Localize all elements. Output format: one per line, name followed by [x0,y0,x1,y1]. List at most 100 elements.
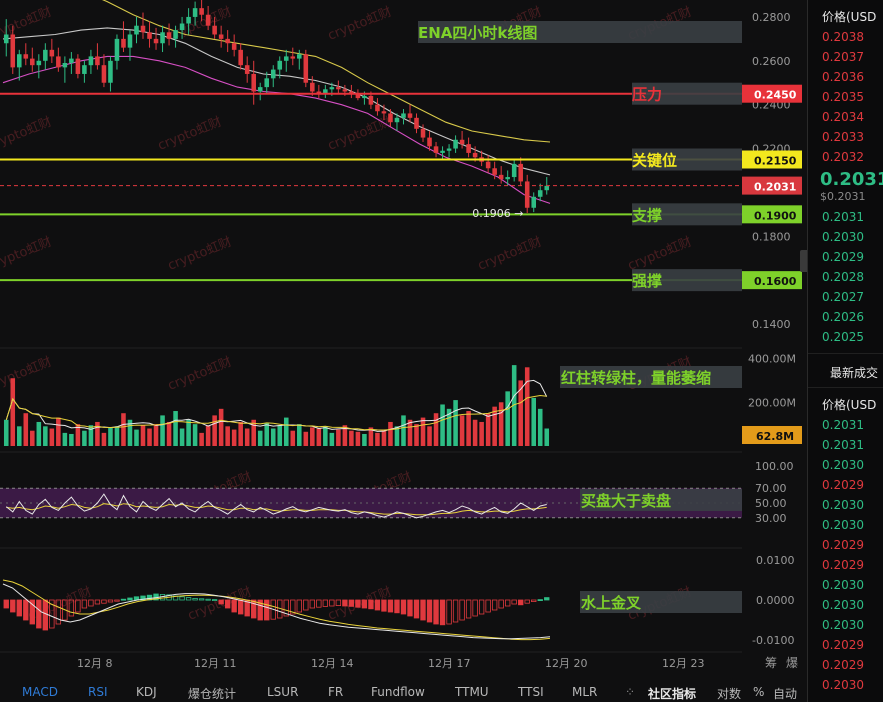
macd-bar [420,599,426,621]
volume-bar [440,404,445,446]
orderbook-ask-row[interactable]: 0.2037 [822,50,864,64]
macd-bar [303,599,309,611]
macd-bar [452,599,459,623]
liquidation-toggle: 爆 [786,656,798,670]
recent-trades-title[interactable]: 最新成交 [808,353,883,388]
orderbook-bid-row[interactable]: 0.2029 [822,250,864,264]
macd-bar [381,599,387,612]
orderbook-bid-row[interactable]: 0.2026 [822,310,864,324]
chart-area[interactable]: crypto虹财 crypto虹财 crypto虹财 crypto虹财 crypto虹财… [0,0,806,702]
candle-body [3,34,9,44]
macd-bar [459,599,465,621]
macd-bar [407,599,413,617]
volume-bar [323,426,328,446]
indicator-tab-ttsi[interactable]: TTSI [518,685,544,699]
indicator-tab-mlr[interactable]: MLR [572,685,598,699]
auto-scale-toggle[interactable]: 自动 [773,687,798,701]
candle-body [329,87,335,90]
volume-bar [192,424,198,446]
volume-bar [36,421,42,446]
orderbook-ask-row[interactable]: 0.2032 [822,150,864,164]
volume-bar [518,380,523,446]
candle-body [518,163,523,182]
watermark: crypto虹财 [326,5,394,44]
indicator-tab-lsur[interactable]: LSUR [267,685,299,699]
level-label: 强撑 [632,272,662,290]
orderbook-bid-row[interactable]: 0.2031 [822,210,864,224]
community-indicators-button[interactable]: 社区指标 [648,687,697,701]
rsi-line [5,493,547,519]
percent-scale-toggle[interactable]: % [753,685,765,699]
recent-trade-row: 0.2029 [822,538,864,552]
volume-bar [310,427,315,446]
volume-bar [427,426,432,446]
volume-bar [336,429,341,446]
macd-bar [120,598,127,601]
macd-bar [531,599,537,603]
indicator-tab-爆仓统计[interactable]: 爆仓统计 [188,687,237,701]
macd-bar [114,599,120,602]
volume-bar [238,421,243,446]
candle-body [466,144,471,153]
price-axis-tick: 0.2600 [752,55,791,68]
indicator-tab-ttmu[interactable]: TTMU [455,685,489,699]
indicator-tab-macd[interactable]: MACD [22,685,58,699]
macd-bar [198,598,205,601]
candle-body [446,148,452,151]
orderbook-bid-row[interactable]: 0.2025 [822,330,864,344]
orderbook-bid-row[interactable]: 0.2027 [822,290,864,304]
macd-bar [94,599,101,605]
volume-axis-tick: 200.00M [748,396,796,409]
candle-body [251,73,256,92]
indicator-tab-kdj[interactable]: KDJ [136,685,157,699]
level-label-bg [632,82,742,105]
orderbook-ask-row[interactable]: 0.2034 [822,110,864,124]
orderbook-price-header: 价格(USD [822,10,877,24]
macd-bar [504,599,511,607]
rsi-annotation-bg [580,489,742,511]
recent-trade-row: 0.2030 [822,578,864,592]
macd-bar [413,599,420,619]
candle-body [544,185,550,191]
orderbook-last-price: 0.2031 [820,169,883,190]
candle-body [336,87,341,90]
current-price-tag: 0.2031 [754,181,796,194]
candle-body [440,150,445,153]
volume-bar [511,365,517,446]
log-scale-toggle[interactable]: 对数 [717,687,742,701]
volume-bar [492,406,497,446]
volume-bar [264,423,270,446]
orderbook-ask-row[interactable]: 0.2035 [822,90,864,104]
watermark: crypto虹财 [166,235,234,274]
orderbook-ask-row[interactable]: 0.2033 [822,130,864,144]
macd-dif-line [2,583,551,640]
macd-bar [264,599,270,621]
orderbook-bid-row[interactable]: 0.2030 [822,230,864,244]
volume-bar [218,408,224,446]
candle-body [10,34,16,68]
indicator-tab-fr[interactable]: FR [328,685,344,699]
orderbook-ask-row[interactable]: 0.2036 [822,70,864,84]
macd-bar [472,599,478,617]
candle-body [290,56,296,59]
candle-body [531,196,536,208]
watermark: crypto虹财 [0,235,54,274]
orderbook-bid-row[interactable]: 0.2028 [822,270,864,284]
recent-trade-row: 0.2030 [822,458,864,472]
recent-trade-row: 0.2029 [822,638,864,652]
volume-bar [401,415,406,446]
recent-trade-row: 0.2030 [822,598,864,612]
macd-bar [16,599,22,617]
community-indicator-icon[interactable]: ⁘ [625,685,636,699]
indicator-tab-fundflow[interactable]: Fundflow [371,685,425,699]
time-axis-tick: 12月 23 [662,657,705,670]
panel-collapse-handle[interactable] [800,250,809,272]
macd-bar [211,599,218,601]
indicator-tab-rsi[interactable]: RSI [88,685,108,699]
volume-bar [153,424,159,446]
orderbook-ask-row[interactable]: 0.2038 [822,30,864,44]
candle-body [49,49,55,57]
volume-bar [362,433,367,446]
volume-ma-line [5,379,548,432]
chart-canvas[interactable]: crypto虹财 crypto虹财 crypto虹财 crypto虹财 crypto虹财… [0,0,806,682]
